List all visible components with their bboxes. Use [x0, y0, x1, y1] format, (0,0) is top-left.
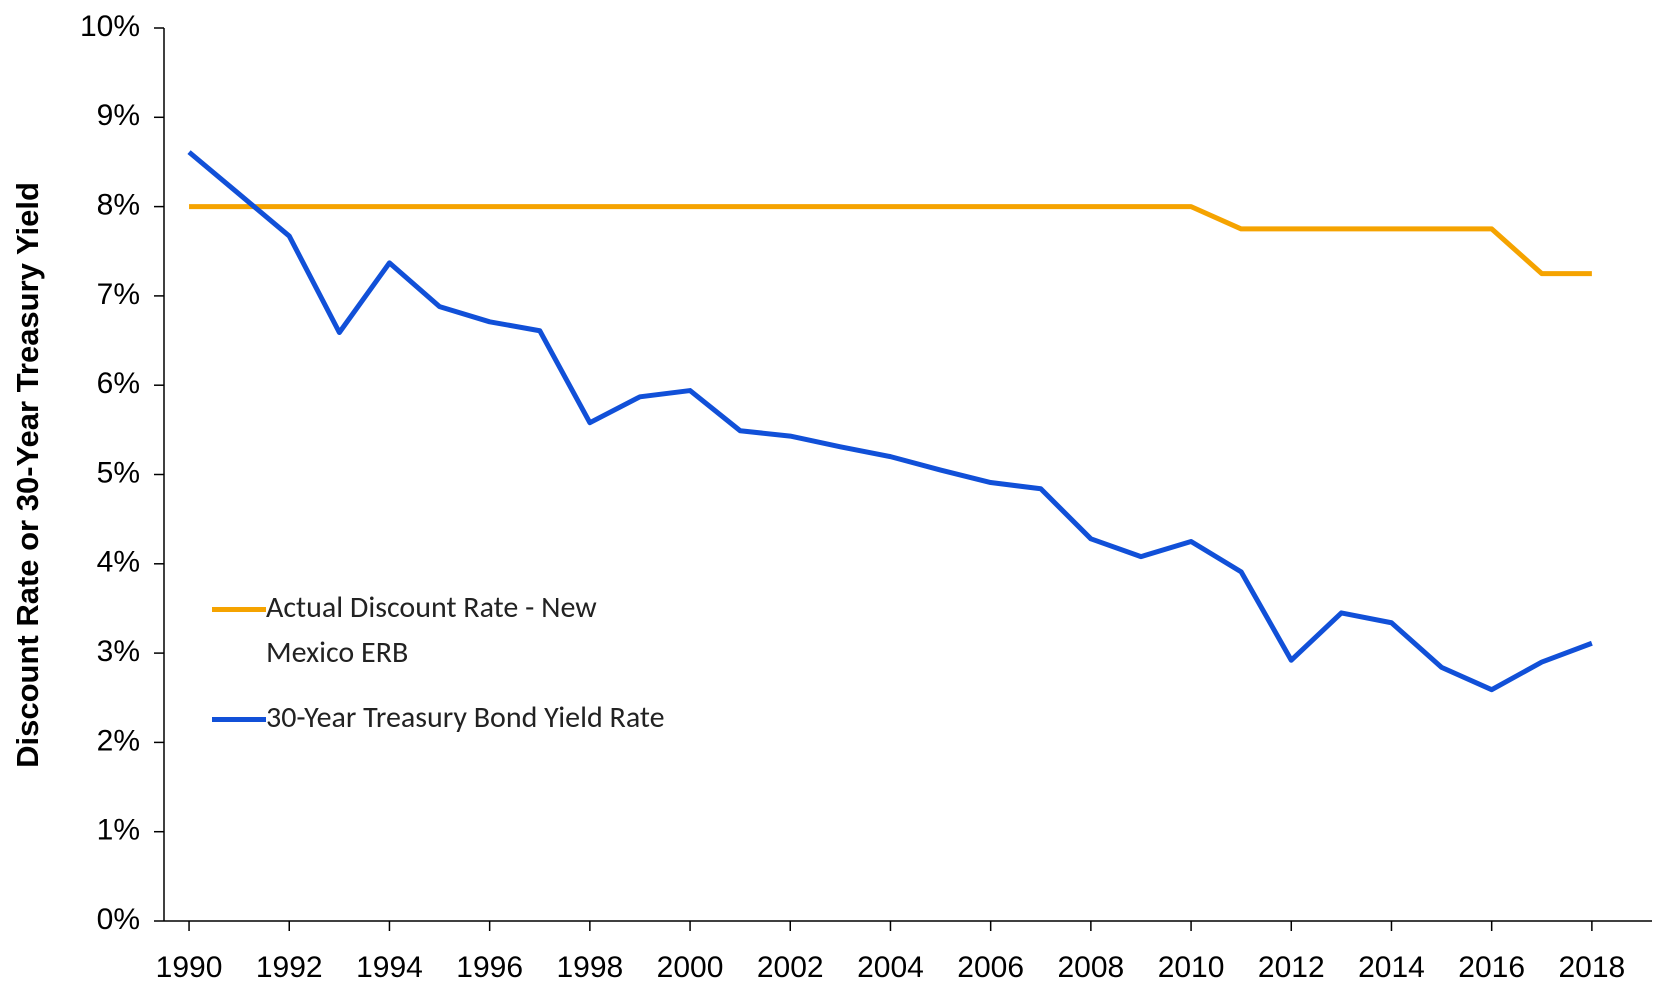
- legend-swatch: [212, 607, 266, 612]
- y-tick-label: 2%: [97, 724, 140, 757]
- x-tick-label: 2012: [1258, 951, 1325, 984]
- x-tick-label: 2006: [957, 951, 1024, 984]
- y-tick-label: 4%: [97, 546, 140, 579]
- y-tick-label: 1%: [97, 814, 140, 847]
- series-line: [189, 204, 1592, 277]
- y-tick-label: 5%: [97, 456, 140, 489]
- x-tick-label: 2016: [1458, 951, 1525, 984]
- x-tick-label: 2000: [657, 951, 724, 984]
- legend-label: Actual Discount Rate - New Mexico ERB: [266, 589, 597, 671]
- legend-label: 30-Year Treasury Bond Yield Rate: [266, 699, 665, 736]
- legend-item: Actual Discount Rate - New Mexico ERB: [212, 589, 616, 675]
- x-tick-label: 2018: [1559, 951, 1626, 984]
- y-tick-label: 8%: [97, 189, 140, 222]
- x-tick-label: 2014: [1358, 951, 1425, 984]
- legend-item: 30-Year Treasury Bond Yield Rate: [212, 699, 866, 740]
- x-tick-label: 1992: [256, 951, 323, 984]
- y-axis-title: Discount Rate or 30-Year Treasury Yield: [10, 182, 45, 768]
- x-tick-label: 2010: [1158, 951, 1225, 984]
- y-tick-label: 7%: [97, 278, 140, 311]
- y-tick-label: 3%: [97, 635, 140, 668]
- x-tick-label: 2004: [857, 951, 924, 984]
- y-tick-label: 9%: [97, 99, 140, 132]
- y-tick-label: 6%: [97, 367, 140, 400]
- legend-swatch: [212, 717, 266, 722]
- x-tick-label: 2002: [757, 951, 824, 984]
- x-tick-label: 2008: [1057, 951, 1124, 984]
- y-tick-label: 0%: [97, 903, 140, 936]
- x-tick-label: 1996: [456, 951, 523, 984]
- x-tick-label: 1998: [556, 951, 623, 984]
- series-line: [187, 150, 1593, 693]
- x-tick-label: 1990: [156, 951, 223, 984]
- y-tick-label: 10%: [80, 10, 140, 43]
- x-tick-label: 1994: [356, 951, 423, 984]
